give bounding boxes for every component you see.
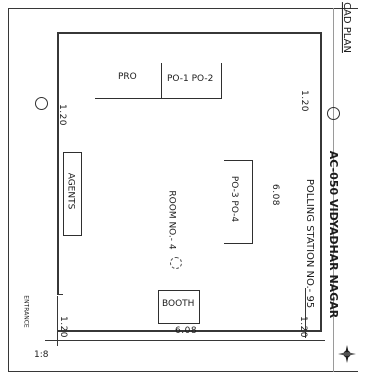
dim-top-right: 1.20 (299, 89, 310, 113)
dim-tick-right-bottom (305, 288, 306, 338)
po3-po4-label: PO-3 PO-4 (229, 175, 240, 223)
booth-label: BOOTH (162, 299, 195, 309)
agents-label: AGENTS (65, 172, 76, 210)
po1-po2-desk (161, 63, 222, 99)
room-wall-right (320, 32, 322, 332)
dim-bottom-length: 6.08 (175, 326, 198, 336)
north-arrow-icon (338, 345, 356, 363)
title-strip-divider (333, 8, 334, 372)
dim-tick-right (320, 90, 321, 130)
dim-line-bottom (45, 340, 325, 341)
room-wall-left (57, 32, 59, 294)
title-line-1: AC-050 VIDYADHAR NAGAR (327, 150, 341, 319)
po3-po4-desk (224, 160, 253, 244)
sheet-border-left (8, 8, 9, 372)
sheet-label: CAD PLAN (340, 2, 352, 53)
po1-po2-label: PO-1 PO-2 (167, 74, 214, 84)
sheet-border-bottom (8, 371, 358, 372)
agents-bench (63, 152, 82, 236)
sheet-border-top (8, 8, 358, 9)
dim-bottom-right: 1.20 (298, 315, 309, 339)
entrance-label: ENTRANCE (22, 295, 30, 328)
room-label: ROOM NO.- 4 (166, 190, 177, 250)
pro-label: PRO (118, 72, 137, 82)
door-jamb (57, 294, 63, 295)
dim-tick-left (57, 296, 58, 346)
dim-right-length: 6.08 (270, 183, 281, 207)
room-wall-bottom (57, 330, 322, 332)
voting-booth (158, 290, 200, 324)
dim-bottom-left: 1.20 (58, 315, 69, 339)
room-center-marker (170, 257, 182, 269)
title-line-2: POLLING STATION NO.- 95 (304, 178, 316, 309)
dim-top-left: 1.20 (57, 103, 68, 127)
grid-marker-left (35, 97, 48, 110)
room-wall-top (57, 32, 322, 34)
grid-marker-right (327, 107, 340, 120)
scale-mark: 1:8 (34, 350, 49, 360)
